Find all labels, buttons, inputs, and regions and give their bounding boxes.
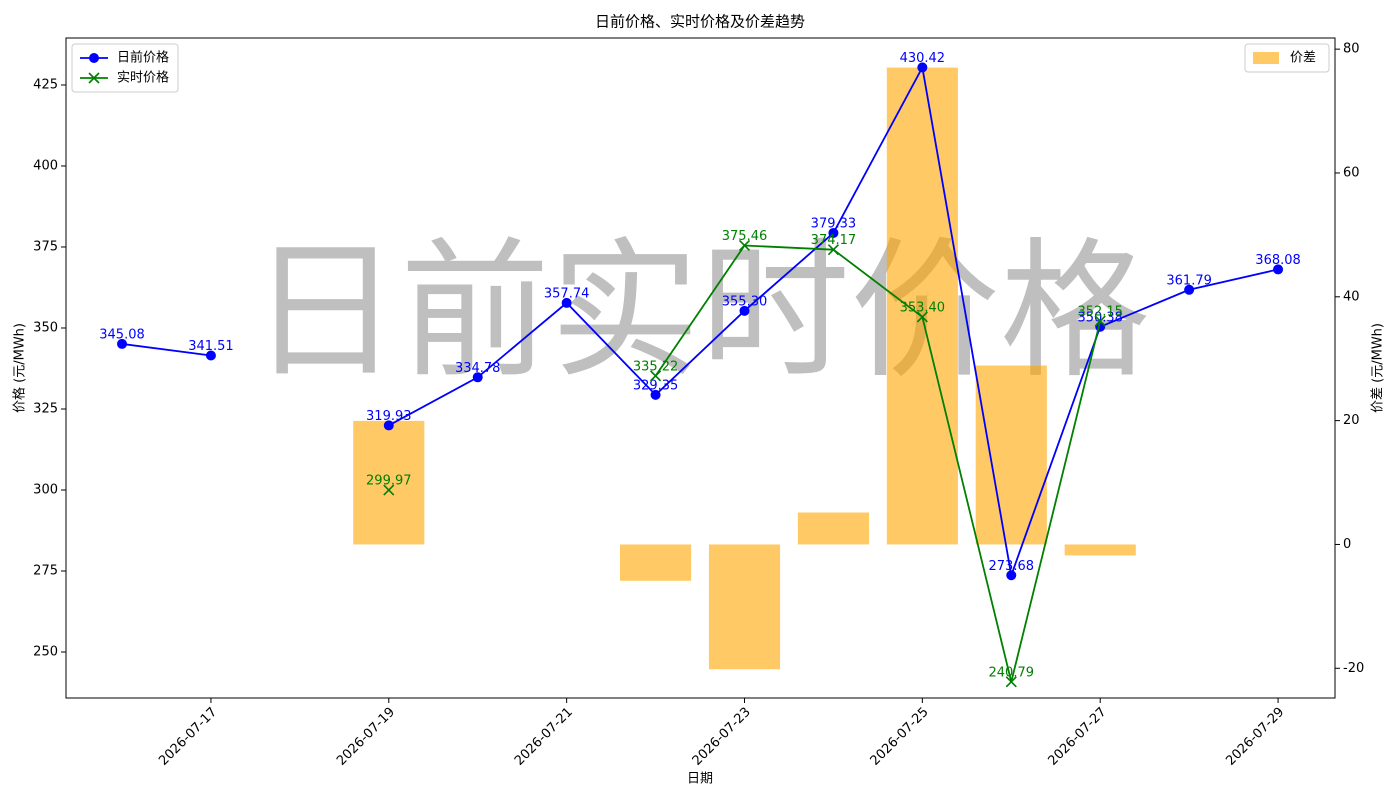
data-label: 299.97 xyxy=(366,474,412,489)
legend-marker xyxy=(88,72,100,84)
legend-swatch xyxy=(1253,52,1279,64)
data-label: 357.74 xyxy=(544,286,590,301)
marker xyxy=(1006,570,1017,581)
marker xyxy=(1184,284,1195,295)
marker xyxy=(205,350,216,361)
y-axis-label: 价格 (元/MWh) xyxy=(12,323,28,413)
data-label: 379.33 xyxy=(811,216,857,231)
bar xyxy=(1064,544,1136,556)
data-label: 430.42 xyxy=(900,51,946,66)
marker xyxy=(383,420,394,431)
data-label: 240.79 xyxy=(989,665,1035,680)
marker xyxy=(828,227,839,238)
y2-tick-label: -20 xyxy=(1343,661,1364,676)
data-label: 341.51 xyxy=(188,339,234,354)
y-tick-label: 325 xyxy=(33,401,58,416)
data-label: 273.68 xyxy=(989,559,1035,574)
legend-label: 价差 xyxy=(1290,51,1316,66)
line xyxy=(654,244,1102,683)
y-tick-label: 250 xyxy=(33,644,58,659)
data-label: 368.08 xyxy=(1255,253,1301,268)
marker xyxy=(916,311,928,323)
y2-tick-label: 80 xyxy=(1343,42,1360,57)
y2-tick-label: 20 xyxy=(1343,413,1360,428)
data-label: 319.93 xyxy=(366,409,412,424)
legend-marker xyxy=(89,53,99,63)
bar xyxy=(620,544,692,581)
marker xyxy=(561,297,572,308)
marker xyxy=(1005,676,1017,688)
marker xyxy=(738,239,751,252)
marker xyxy=(472,372,483,383)
y-tick-label: 300 xyxy=(33,482,58,497)
marker xyxy=(650,370,662,382)
bar xyxy=(353,420,425,545)
y2-tick-label: 40 xyxy=(1343,289,1360,304)
marker xyxy=(827,244,839,256)
marker xyxy=(1094,315,1106,327)
y-tick-label: 275 xyxy=(33,563,58,578)
y-tick-label: 425 xyxy=(33,77,58,92)
data-label: 375.46 xyxy=(722,229,768,244)
bar xyxy=(708,544,781,670)
x-axis-label: 日期 xyxy=(687,772,713,787)
y2-tick-label: 60 xyxy=(1343,165,1360,180)
data-label: 350.38 xyxy=(1077,310,1123,325)
bar xyxy=(797,512,869,545)
y2-axis-label: 价差 (元/MWh) xyxy=(1371,323,1386,413)
bar xyxy=(886,67,958,545)
legend-label: 日前价格 xyxy=(117,50,169,66)
y-tick-label: 375 xyxy=(33,239,58,254)
data-label: 353.40 xyxy=(900,300,946,315)
data-label: 374.17 xyxy=(811,233,857,248)
chart-title: 日前价格、实时价格及价差趋势 xyxy=(595,13,805,31)
data-label: 352.15 xyxy=(1077,305,1123,320)
legend-label: 实时价格 xyxy=(117,70,169,86)
marker xyxy=(383,484,395,496)
marker xyxy=(117,338,128,349)
y-tick-label: 350 xyxy=(33,320,58,335)
y-tick-label: 400 xyxy=(33,158,58,173)
marker xyxy=(917,62,928,73)
marker xyxy=(739,305,750,316)
marker xyxy=(1273,264,1284,275)
data-label: 334.78 xyxy=(455,361,501,376)
legend-box xyxy=(1244,43,1330,73)
data-label: 345.08 xyxy=(99,327,145,342)
data-label: 329.35 xyxy=(633,378,679,393)
marker xyxy=(650,389,661,400)
data-label: 355.30 xyxy=(722,294,768,309)
data-label: 335.22 xyxy=(633,359,679,374)
y2-tick-label: 0 xyxy=(1343,537,1351,552)
bar xyxy=(975,365,1047,545)
plot-frame xyxy=(65,37,1336,699)
data-label: 361.79 xyxy=(1166,273,1212,288)
